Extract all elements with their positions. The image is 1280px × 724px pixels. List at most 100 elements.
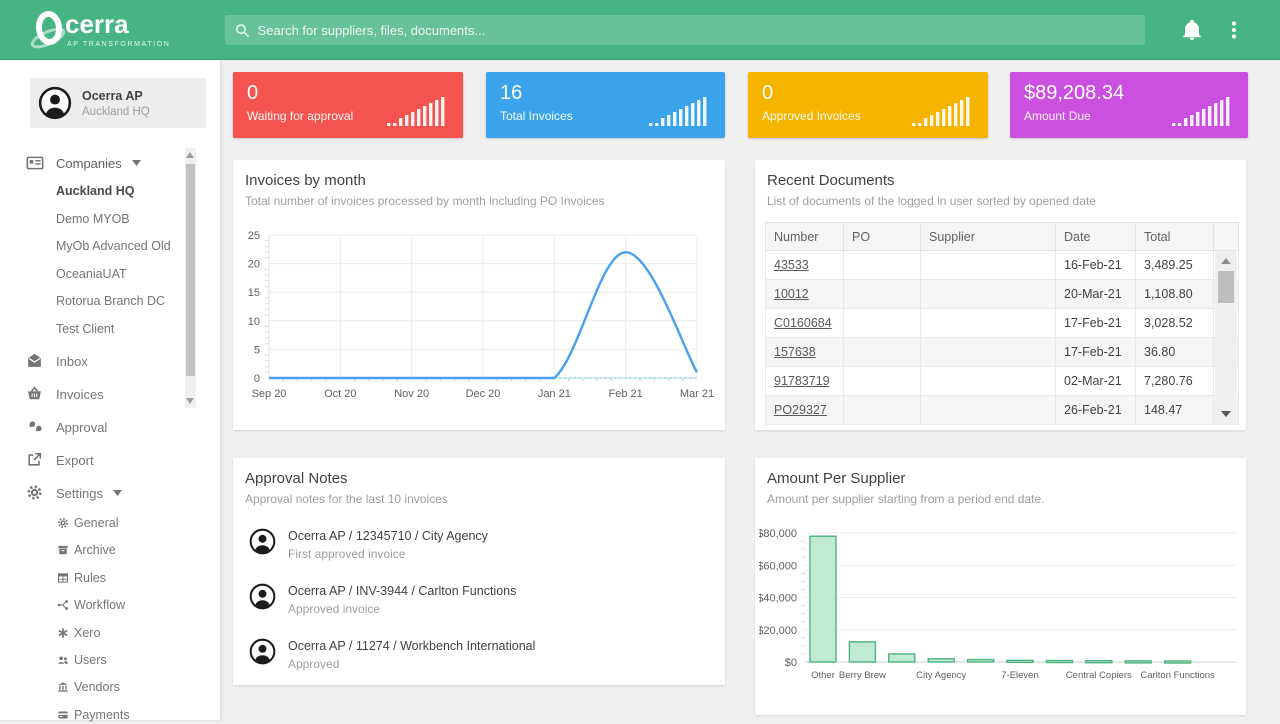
- document-link[interactable]: 91783719: [774, 374, 830, 388]
- document-link[interactable]: 157638: [774, 345, 816, 359]
- column-header-po[interactable]: PO: [843, 222, 921, 251]
- avatar: [249, 638, 276, 665]
- sidebar-item-archive[interactable]: Archive: [57, 543, 116, 557]
- sidebar-item-invoices[interactable]: Invoices: [0, 381, 200, 407]
- companies-icon: [26, 154, 44, 172]
- general-icon: [57, 517, 69, 529]
- sidebar-item-vendors[interactable]: Vendors: [57, 680, 120, 694]
- sidebar-item-export[interactable]: Export: [0, 447, 200, 473]
- document-link[interactable]: PO29327: [774, 403, 827, 417]
- stat-label: Total Invoices: [500, 109, 573, 123]
- cell-date: 26-Feb-21: [1055, 395, 1136, 425]
- table-row: C0160684 17-Feb-21 3,028.52: [765, 308, 1239, 338]
- global-search[interactable]: [225, 15, 1145, 45]
- sidebar-item-inbox[interactable]: Inbox: [0, 348, 200, 374]
- workflow-icon: [57, 599, 69, 611]
- scroll-up-icon[interactable]: [186, 152, 194, 158]
- avatar: [249, 528, 276, 555]
- cell-total: 1,108.80: [1135, 279, 1214, 309]
- sidebar-company-oceaniauat[interactable]: OceaniaUAT: [56, 266, 127, 281]
- cell-supplier: [920, 395, 1056, 425]
- column-header-date[interactable]: Date: [1055, 222, 1136, 251]
- scrollbar-thumb[interactable]: [1218, 271, 1234, 303]
- sidebar-company-auckland-hq[interactable]: Auckland HQ: [56, 184, 135, 198]
- cell-total: 36.80: [1135, 337, 1214, 367]
- sidebar-company-test-client[interactable]: Test Client: [56, 322, 115, 336]
- vendors-icon: [57, 681, 69, 693]
- cell-supplier: [920, 337, 1056, 367]
- svg-text:Dec 20: Dec 20: [466, 388, 501, 400]
- panel-invoices-by-month: Invoices by month Total number of invoic…: [233, 160, 725, 430]
- cell-po: [843, 250, 921, 280]
- bell-icon[interactable]: [1180, 18, 1204, 42]
- sidebar-item-label: Workflow: [74, 598, 126, 613]
- svg-text:Nov 20: Nov 20: [394, 388, 429, 400]
- table-row: PO29327 26-Feb-21 148.47: [765, 395, 1239, 425]
- scrollbar-thumb[interactable]: [186, 164, 195, 376]
- bars-rising-icon: [649, 97, 707, 126]
- scroll-up-icon[interactable]: [1221, 258, 1231, 264]
- sidebar-item-general[interactable]: General: [57, 516, 118, 530]
- table-scrollbar[interactable]: [1215, 251, 1237, 424]
- sidebar-item-approval[interactable]: Approval: [0, 414, 200, 440]
- stat-label: Amount Due: [1024, 109, 1091, 123]
- svg-text:10: 10: [248, 316, 260, 328]
- sidebar-item-label: Settings: [56, 485, 103, 501]
- sidebar-item-companies[interactable]: Companies: [0, 150, 200, 176]
- table-row: 157638 17-Feb-21 36.80: [765, 337, 1239, 367]
- stat-card-approved-invoices[interactable]: 0 Approved Invoices: [748, 72, 988, 138]
- sidebar-item-label: Approval: [56, 419, 108, 435]
- panel-subtitle: Amount per supplier starting from a peri…: [767, 492, 1045, 506]
- panel-subtitle: Total number of invoices processed by mo…: [245, 194, 605, 208]
- scroll-down-icon[interactable]: [1221, 411, 1231, 417]
- stat-label: Waiting for approval: [247, 109, 354, 123]
- panel-approval-notes: Approval Notes Approval notes for the la…: [233, 458, 725, 685]
- sidebar-item-workflow[interactable]: Workflow: [57, 598, 125, 612]
- column-header-number[interactable]: Number: [765, 222, 844, 251]
- ocerra-logo[interactable]: cerra AP TRANSFORMATION: [28, 8, 198, 54]
- avatar: [249, 583, 276, 610]
- recent-documents-table: Number PO Supplier Date Total 43533 16-Feb-21…: [765, 222, 1239, 425]
- settings-icon: [26, 484, 44, 502]
- stat-card-waiting-for-approval[interactable]: 0 Waiting for approval: [233, 72, 463, 138]
- amount-bar-chart: $0 $20,000 $40,000 $60,000 $80,000 Other Berry…: [759, 528, 1237, 681]
- rules-icon: [57, 572, 69, 584]
- document-link[interactable]: 43533: [774, 258, 809, 272]
- sidebar-item-label: Vendors: [74, 680, 120, 695]
- sidebar-item-label: General: [74, 516, 119, 530]
- cell-date: 17-Feb-21: [1055, 308, 1136, 338]
- sidebar-item-rules[interactable]: Rules: [57, 571, 106, 585]
- sidebar-item-xero[interactable]: Xero: [57, 626, 100, 640]
- user-name: Ocerra AP: [82, 88, 143, 103]
- stat-card-total-invoices[interactable]: 16 Total Invoices: [486, 72, 725, 138]
- svg-text:$20,000: $20,000: [759, 625, 797, 637]
- bars-rising-icon: [1172, 97, 1230, 126]
- sidebar-item-payments[interactable]: Payments: [57, 708, 130, 722]
- scroll-down-icon[interactable]: [186, 398, 194, 404]
- user-location: Auckland HQ: [82, 105, 150, 118]
- document-link[interactable]: 10012: [774, 287, 809, 301]
- svg-text:$40,000: $40,000: [759, 593, 797, 605]
- sidebar-item-settings[interactable]: Settings: [0, 480, 200, 506]
- panel-title: Approval Notes: [245, 470, 348, 487]
- column-header-total[interactable]: Total: [1135, 222, 1214, 251]
- sidebar-company-rotorua-branch-dc[interactable]: Rotorua Branch DC: [56, 294, 166, 309]
- kebab-menu-icon[interactable]: [1222, 18, 1246, 42]
- sidebar-item-users[interactable]: Users: [57, 653, 107, 667]
- cell-total: 3,028.52: [1135, 308, 1214, 338]
- sidebar-item-label: Payments: [74, 707, 130, 722]
- sidebar-company-demo-myob[interactable]: Demo MYOB: [56, 211, 130, 226]
- companies-scrollbar[interactable]: [185, 148, 196, 408]
- payments-icon: [57, 709, 69, 721]
- document-link[interactable]: C0160684: [774, 316, 832, 330]
- cell-supplier: [920, 308, 1056, 338]
- user-card[interactable]: Ocerra AP Auckland HQ: [30, 78, 206, 128]
- column-header-supplier[interactable]: Supplier: [920, 222, 1056, 251]
- svg-text:Mar 21: Mar 21: [680, 388, 714, 400]
- search-input[interactable]: [257, 22, 1135, 38]
- cell-total: 7,280.76: [1135, 366, 1214, 396]
- logo-text: cerra: [65, 9, 129, 39]
- stat-card-amount-due[interactable]: $89,208.34 Amount Due: [1010, 72, 1248, 138]
- svg-text:Sep 20: Sep 20: [252, 388, 287, 400]
- sidebar-company-myob-advanced-old[interactable]: MyOb Advanced Old: [56, 239, 171, 254]
